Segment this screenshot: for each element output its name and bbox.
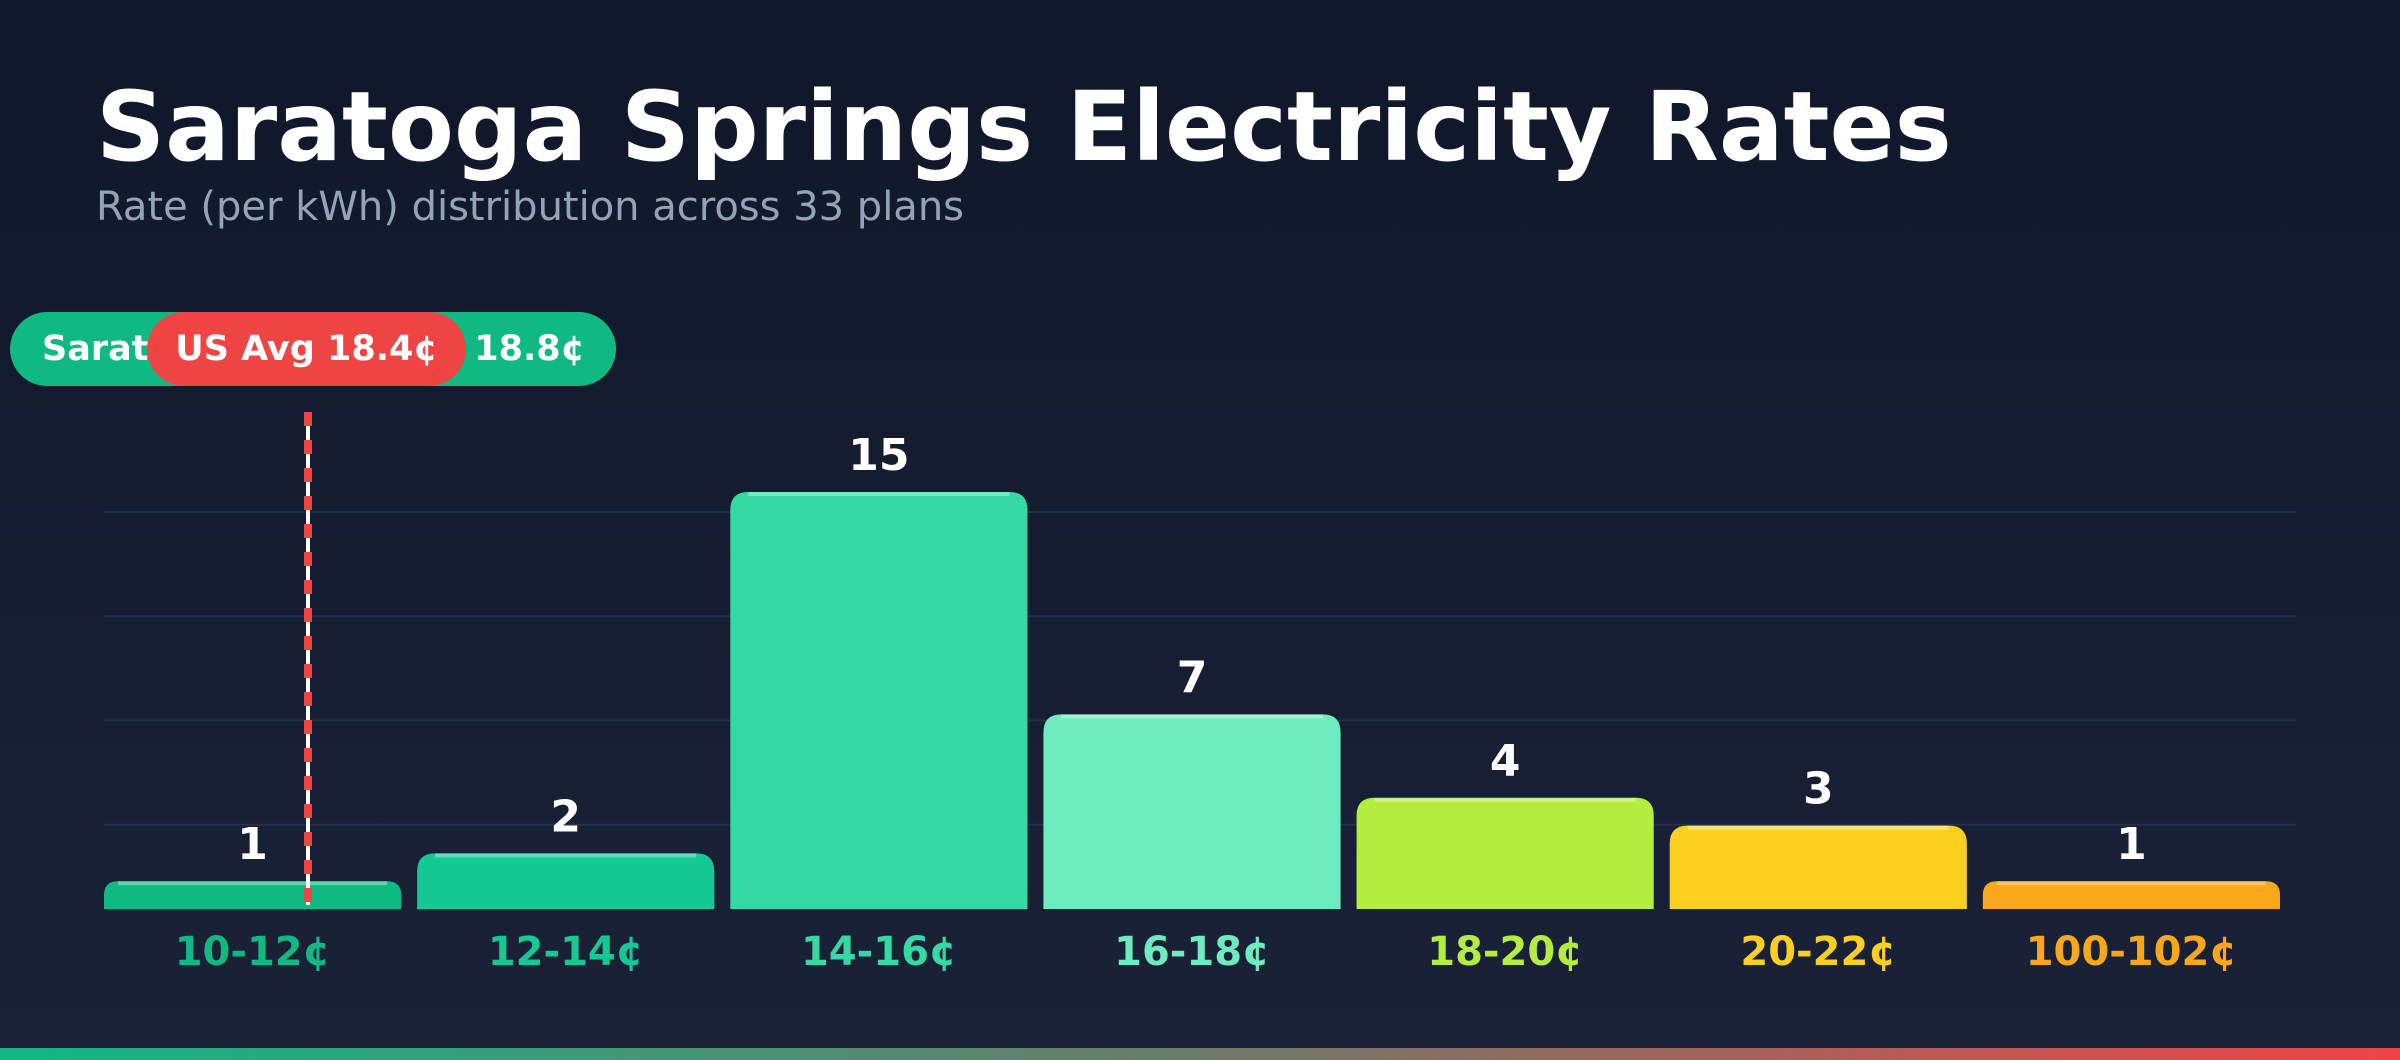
category-label: 18-20¢ <box>1427 929 1583 975</box>
category-label: 100-102¢ <box>2026 929 2237 975</box>
bar-highlight-18-20¢ <box>1374 797 1636 802</box>
bar-100-102¢ <box>1982 881 2280 909</box>
bar-value-label: 1 <box>237 819 268 870</box>
bar-value-label: 2 <box>550 791 581 842</box>
bottom-accent-bar <box>0 1048 2400 1060</box>
us-average-badge: US Avg 18.4¢ <box>147 312 466 386</box>
category-label: 12-14¢ <box>488 929 644 975</box>
bar-value-label: 1 <box>2116 819 2147 870</box>
category-label: 14-16¢ <box>801 929 957 975</box>
bar-20-22¢ <box>1669 825 1967 909</box>
bar-18-20¢ <box>1356 797 1654 909</box>
category-label: 16-18¢ <box>1114 929 1270 975</box>
bar-14-16¢ <box>730 492 1028 909</box>
local-rate-label: Sarat <box>42 329 149 369</box>
local-rate-value: 18.8¢ <box>474 329 585 369</box>
page-subtitle: Rate (per kWh) distribution across 33 pl… <box>96 184 965 230</box>
bar-highlight-20-22¢ <box>1687 825 1949 830</box>
bar-10-12¢ <box>104 881 402 909</box>
page-title: Saratoga Springs Electricity Rates <box>96 71 1952 183</box>
bar-highlight-100-102¢ <box>1996 881 2267 886</box>
category-label: 10-12¢ <box>175 929 331 975</box>
bar-highlight-10-12¢ <box>117 881 388 886</box>
bar-12-14¢ <box>417 853 715 909</box>
bar-highlight-14-16¢ <box>748 492 1010 496</box>
category-label: 20-22¢ <box>1740 929 1896 975</box>
bar-value-label: 15 <box>848 430 909 481</box>
bar-16-18¢ <box>1043 714 1341 909</box>
bar-value-label: 4 <box>1490 736 1521 787</box>
bar-highlight-12-14¢ <box>435 853 697 858</box>
bar-value-label: 3 <box>1803 764 1834 815</box>
bar-highlight-16-18¢ <box>1061 714 1323 719</box>
bar-value-label: 7 <box>1177 652 1208 703</box>
